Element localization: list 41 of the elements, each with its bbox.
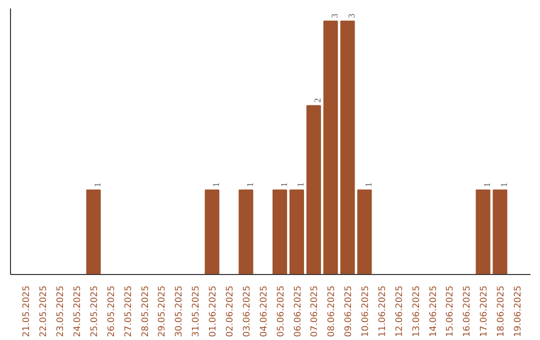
x-tick-label: 16.06.2025 [462, 286, 473, 338]
x-tick-label: 11.06.2025 [378, 286, 388, 338]
x-tick-label: 28.05.2025 [140, 286, 151, 338]
x-tick-label: 02.06.2025 [226, 286, 236, 338]
data-label: 1 [92, 182, 102, 188]
x-tick-label: 18.06.2025 [496, 286, 507, 338]
x-tick-label: 24.05.2025 [73, 286, 84, 338]
x-tick-label: 12.06.2025 [394, 286, 405, 338]
data-label: 2 [312, 98, 323, 103]
x-tick-label: 22.05.2025 [39, 286, 50, 338]
x-tick-label: 25.05.2025 [90, 286, 100, 338]
x-tick-label: 14.06.2025 [428, 286, 439, 338]
x-tick-label: 04.06.2025 [259, 286, 270, 338]
x-tick-label: 23.05.2025 [56, 286, 66, 338]
x-tick-label: 01.06.2025 [208, 286, 219, 338]
data-label: 1 [278, 182, 289, 188]
data-label: 1 [244, 182, 255, 188]
x-tick-label: 29.05.2025 [158, 286, 168, 338]
x-tick-label: 31.05.2025 [192, 286, 202, 338]
x-tick-label: 03.06.2025 [242, 286, 252, 338]
data-label: 1 [296, 182, 306, 188]
x-tick-label: 21.05.2025 [22, 286, 32, 338]
x-tick-label: 13.06.2025 [412, 286, 422, 338]
data-label: 1 [364, 182, 374, 188]
x-tick-label: 06.06.2025 [293, 286, 304, 338]
x-tick-label: 10.06.2025 [361, 286, 372, 338]
x-tick-label: 30.05.2025 [174, 286, 185, 338]
x-tick-label: 17.06.2025 [480, 286, 490, 338]
data-label: 3 [346, 13, 357, 18]
x-tick-label: 08.06.2025 [327, 286, 338, 338]
data-label: 1 [499, 182, 510, 188]
data-label: 1 [482, 182, 492, 188]
data-label: 3 [330, 13, 340, 18]
x-tick-label: 19.06.2025 [513, 286, 524, 338]
x-tick-label: 15.06.2025 [446, 286, 456, 338]
data-label: 1 [211, 182, 222, 188]
x-tick-label: 05.06.2025 [276, 286, 286, 338]
x-tick-label: 26.05.2025 [106, 286, 117, 338]
x-tick-label: 09.06.2025 [344, 286, 354, 338]
x-tick-label: 27.05.2025 [124, 286, 134, 338]
x-tick-label: 07.06.2025 [310, 286, 320, 338]
